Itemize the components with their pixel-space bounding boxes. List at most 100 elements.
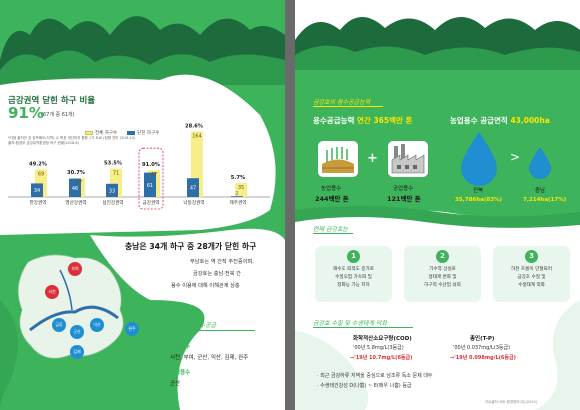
plus-icon: + [367, 151, 378, 166]
problem-2-line-2: 생태계 변화 및 [428, 275, 457, 280]
desc-line-1: 부남호는 역 간척 추진중이며, [190, 259, 254, 265]
map-label-seocheon: 서천 [45, 285, 59, 299]
bullet-2: · 수생태건강성 D(나쁨) ~ E(매우 나쁨) 등급 [317, 383, 412, 389]
map-label-iksan: 익산 [90, 318, 104, 332]
percent-label: 91.0% [142, 162, 161, 168]
greater-than-icon: > [510, 150, 521, 164]
supply-section-title: 금강호의 용수공급능력 [313, 99, 371, 106]
problem-3-line-3: 수생태계 악화 [518, 283, 545, 288]
capacity-row: 용수공급능력 연간 365백만 톤 [313, 115, 412, 126]
large-water-drop-icon [461, 132, 497, 186]
category-label: 섬진강권역 [102, 199, 123, 206]
percent-label: 28.6% [185, 123, 204, 129]
cod-before: '00년 5.8mg/L(3등급) [353, 345, 404, 351]
left-page: 금강권역 닫힌 하구 비율 91% (67개 중 61개) 전체 하구수 닫힌 … [0, 0, 285, 410]
percent-label: 5.7% [231, 175, 246, 181]
desc-line-2: 금강호는 충남·전북 간 [193, 271, 241, 277]
agri-label: 농업용수 [170, 344, 191, 350]
bar-total-label: 67 [151, 172, 157, 178]
supply-section-rule [313, 106, 383, 107]
percent-label: 53.5% [104, 161, 123, 167]
small-water-drop-icon [529, 147, 551, 179]
map-label-gimje: 김제 [70, 345, 84, 359]
map-label-gunsan: 군산 [70, 325, 84, 339]
problem-3-line-1: 하천 흐름이 단절되어 [511, 267, 552, 272]
bar-closed-label: 46 [72, 186, 78, 192]
problem-1-line-3: 정화능 가능 저하 [337, 283, 370, 288]
bar-total-label: 35 [238, 185, 244, 191]
percent-label: 30.7% [67, 170, 86, 176]
quality-title: 금강호 수질 및 수생태계 악화 [313, 320, 387, 327]
quality-rule [313, 327, 413, 328]
tp-after: →'19년 0.098mg/L(6등급) [450, 355, 516, 361]
bar-total-label: 164 [192, 133, 202, 139]
problem-number-3: 3 [525, 250, 538, 263]
cod-label: 화학적산소요구량(COD) [353, 336, 412, 342]
tp-before: '00년 0.037mg/L(3등급) [453, 345, 511, 351]
left-page-background [0, 16, 285, 410]
area-value: 43,000ha [510, 116, 550, 125]
problem-2-line-1: 기수역 상실로 [429, 267, 456, 272]
category-label: 제주권역 [230, 199, 247, 206]
bar-closed-label: 2 [235, 191, 238, 197]
ind-water-label: 공업용수 [393, 186, 414, 192]
right-page-background [295, 16, 580, 410]
percent-label: 49.2% [29, 161, 48, 167]
bar-closed-label: 61 [147, 183, 153, 189]
legend-closed: 닫힌 하구수 [137, 131, 160, 136]
category-label: 낙동강권역 [183, 199, 204, 206]
map-label-buyeo: 부여 [68, 262, 82, 276]
legend-swatch-closed [127, 131, 136, 135]
map-label-geumgang: 금강 [52, 318, 66, 332]
jeonbuk-label: 전북 [473, 188, 484, 194]
problem-card-2: 2 기수역 상실로 생태계 변화 및 하구역 수산업 쇠퇴 [404, 246, 481, 302]
page-gutter [285, 0, 295, 410]
ind-water-value: 121백만 톤 [387, 195, 421, 203]
problem-1-line-2: 수질오염 가속화 및 [335, 275, 372, 280]
category-label: 금강권역 [143, 199, 160, 206]
big-percent-note: (67개 중 61개) [41, 112, 75, 118]
bar-total-label: 47 [76, 180, 82, 186]
chungnam-value: 7,214ha(17%) [523, 197, 567, 203]
problem-card-3: 3 하천 흐름이 단절되어 금강호 수질 및 수생태계 악화 [493, 246, 570, 302]
farm-field-icon [318, 141, 358, 177]
bar-closed-label: 47 [190, 186, 196, 192]
capacity-label: 용수공급능력 [313, 116, 355, 125]
bar-closed [187, 178, 199, 197]
bar-total-label: 69 [38, 171, 44, 177]
tiny-note-2: 출처:환경부 금강유역환경청 하구 현황(2018.8) [8, 141, 80, 145]
ind-label: 공업용수 [170, 370, 191, 376]
problem-number-2: 2 [436, 250, 449, 263]
problem-1-line-1: 해수도 퇴적도 증가로 [333, 267, 374, 272]
estuary-bar-chart: 693449.2%한강권역474630.7%영산강권역713353.5%섬진강권… [8, 123, 270, 210]
capacity-value: 연간 365백만 톤 [357, 116, 413, 125]
ind-places: 군산 [170, 381, 181, 387]
jeonbuk-value: 35,786ha(83%) [455, 197, 503, 203]
bullet-1: · 최근 금강하류 지역을 중심으로 남조류 독소 문제 대두 [317, 373, 433, 379]
category-label: 한강권역 [30, 199, 47, 206]
legend-total: 전체 하구수 [95, 131, 118, 136]
problem-number-1: 1 [347, 250, 360, 263]
water-section-title: 금강호의 용수공급 [170, 322, 217, 329]
category-label: 영산강권역 [65, 199, 86, 206]
bar-total-label: 71 [113, 171, 119, 177]
area-label: 농업용수 공급면적 [450, 116, 508, 125]
bar-closed [31, 183, 43, 197]
desc-line-3: 용수 이용에 대해 이해관계 상충 [171, 283, 240, 289]
headline: 충남은 34개 하구 중 28개가 닫힌 하구 [125, 242, 257, 251]
water-section-rule [170, 330, 255, 331]
right-page: 금강호의 용수공급능력 용수공급능력 연간 365백만 톤 농업용수 공급면적 … [295, 0, 580, 410]
area-row: 농업용수 공급면적 43,000ha [450, 115, 550, 126]
problem-title: 현재 금강호는 [313, 226, 349, 233]
bar-closed [231, 196, 243, 197]
bar-closed [69, 178, 81, 197]
tp-after-arrow-icon: → [450, 355, 455, 361]
big-percent: 91% [8, 104, 44, 122]
legend-swatch-total [85, 131, 93, 135]
bar-closed-label: 33 [109, 188, 115, 194]
problem-3-line-2: 금강호 수질 및 [517, 275, 546, 280]
problem-2-line-3: 하구역 수산업 쇠퇴 [424, 283, 461, 288]
cod-after: →'19년 10.7mg/L(6등급) [350, 355, 413, 361]
bar-total [235, 183, 247, 197]
tiny-note-1: *다음 출처인 강 감독해도(지역) 수 목표 개선하지 활용 1기 도로 (정… [8, 136, 136, 140]
